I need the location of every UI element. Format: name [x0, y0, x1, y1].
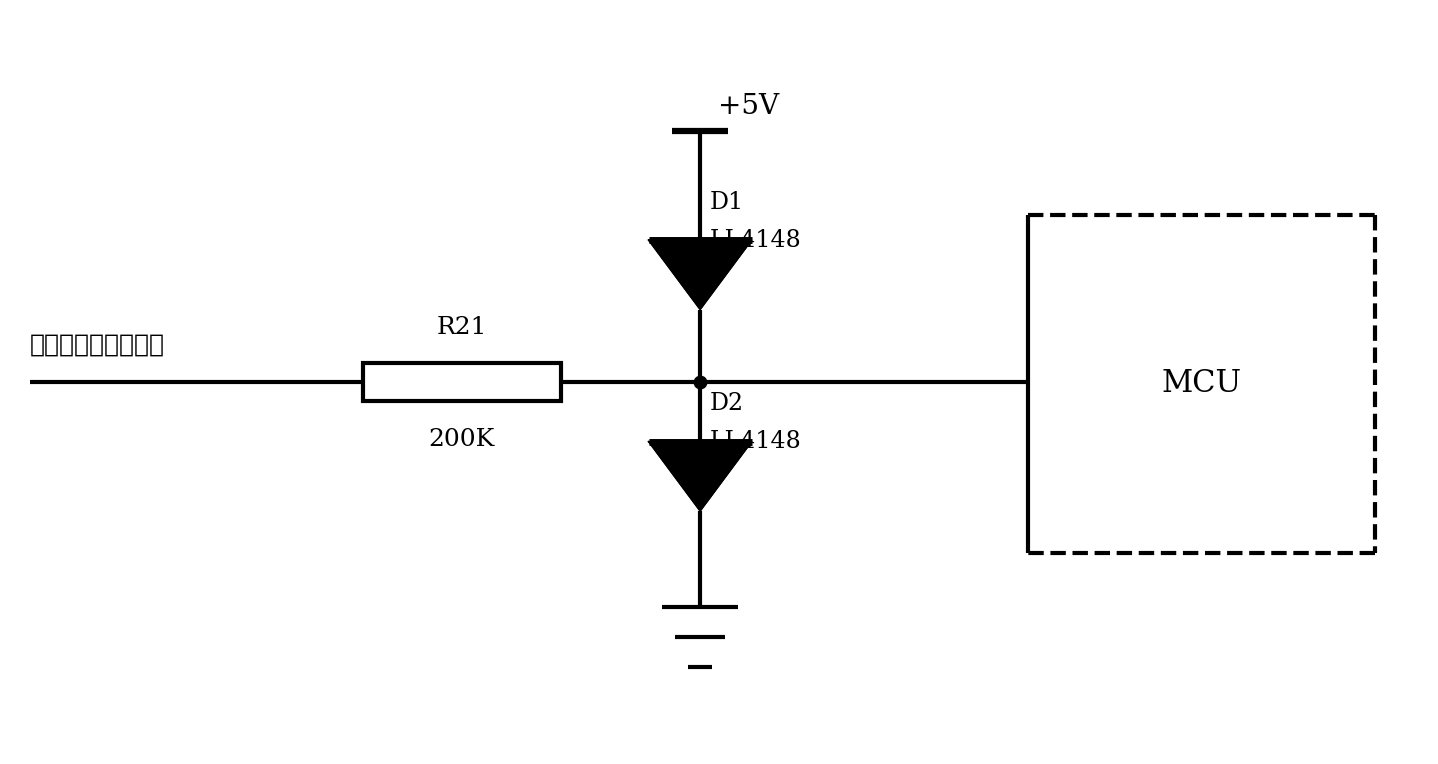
- Text: 200K: 200K: [429, 428, 495, 451]
- Text: D2: D2: [710, 393, 745, 416]
- Bar: [362, 363, 561, 401]
- Text: LL4148: LL4148: [710, 430, 802, 453]
- Text: LL4148: LL4148: [710, 228, 802, 251]
- Text: +5V: +5V: [718, 92, 779, 119]
- Polygon shape: [649, 240, 752, 309]
- Text: MCU: MCU: [1162, 368, 1241, 400]
- Text: 接电源的火线或零线: 接电源的火线或零线: [30, 332, 165, 356]
- Text: R21: R21: [437, 316, 487, 339]
- Text: D1: D1: [710, 191, 745, 214]
- Polygon shape: [649, 442, 752, 511]
